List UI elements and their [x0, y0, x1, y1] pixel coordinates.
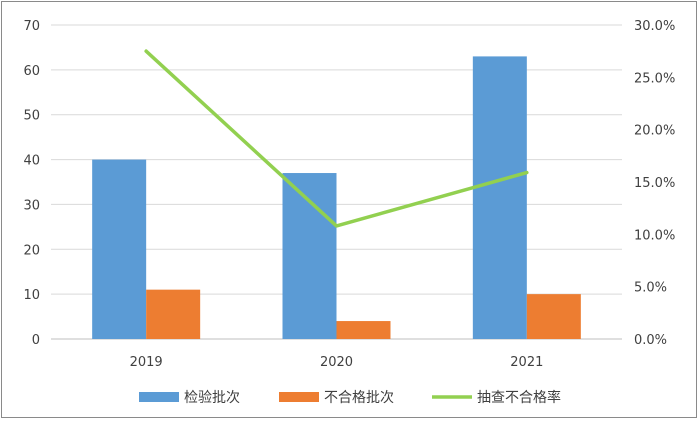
y-right-tick-label: 5.0% — [634, 281, 667, 296]
x-axis: 2019 2020 2021 — [130, 355, 544, 370]
y-axis-left: 0 10 20 30 40 50 60 70 — [23, 19, 40, 348]
legend-label: 检验批次 — [184, 390, 240, 406]
y-left-tick-label: 10 — [23, 288, 40, 303]
line-point — [335, 224, 338, 228]
y-left-tick-label: 70 — [23, 19, 40, 34]
y-right-tick-label: 20.0% — [634, 124, 675, 139]
y-left-tick-label: 50 — [23, 109, 40, 124]
bar-inspected — [472, 56, 527, 340]
y-left-tick-label: 0 — [32, 333, 40, 348]
bar-failed — [146, 289, 201, 339]
y-right-tick-label: 25.0% — [634, 71, 675, 86]
x-tick-label: 2019 — [130, 355, 163, 370]
legend-label: 抽查不合格率 — [477, 389, 561, 406]
line-point — [144, 49, 148, 53]
bar-inspected — [92, 159, 147, 339]
x-tick-label: 2020 — [320, 355, 353, 370]
bar-inspected — [282, 173, 337, 339]
bar-failed — [526, 294, 581, 339]
bar-failed — [336, 321, 391, 339]
legend: 检验批次 不合格批次 抽查不合格率 — [139, 389, 561, 406]
y-left-tick-label: 60 — [23, 64, 40, 79]
legend-swatch — [279, 392, 319, 402]
bars — [92, 56, 581, 340]
y-left-tick-label: 30 — [23, 198, 40, 213]
y-right-tick-label: 0.0% — [634, 333, 667, 348]
line-point — [525, 171, 529, 175]
x-tick-label: 2021 — [510, 355, 543, 370]
y-left-tick-label: 20 — [23, 243, 40, 258]
line-series — [144, 49, 529, 228]
y-right-tick-label: 15.0% — [634, 176, 675, 191]
legend-swatch — [139, 392, 179, 402]
y-right-tick-label: 30.0% — [634, 19, 675, 34]
y-right-tick-label: 10.0% — [634, 228, 675, 243]
y-axis-right: 0.0% 5.0% 10.0% 15.0% 20.0% 25.0% 30.0% — [634, 19, 675, 348]
legend-label: 不合格批次 — [324, 390, 394, 406]
y-left-tick-label: 40 — [23, 154, 40, 169]
